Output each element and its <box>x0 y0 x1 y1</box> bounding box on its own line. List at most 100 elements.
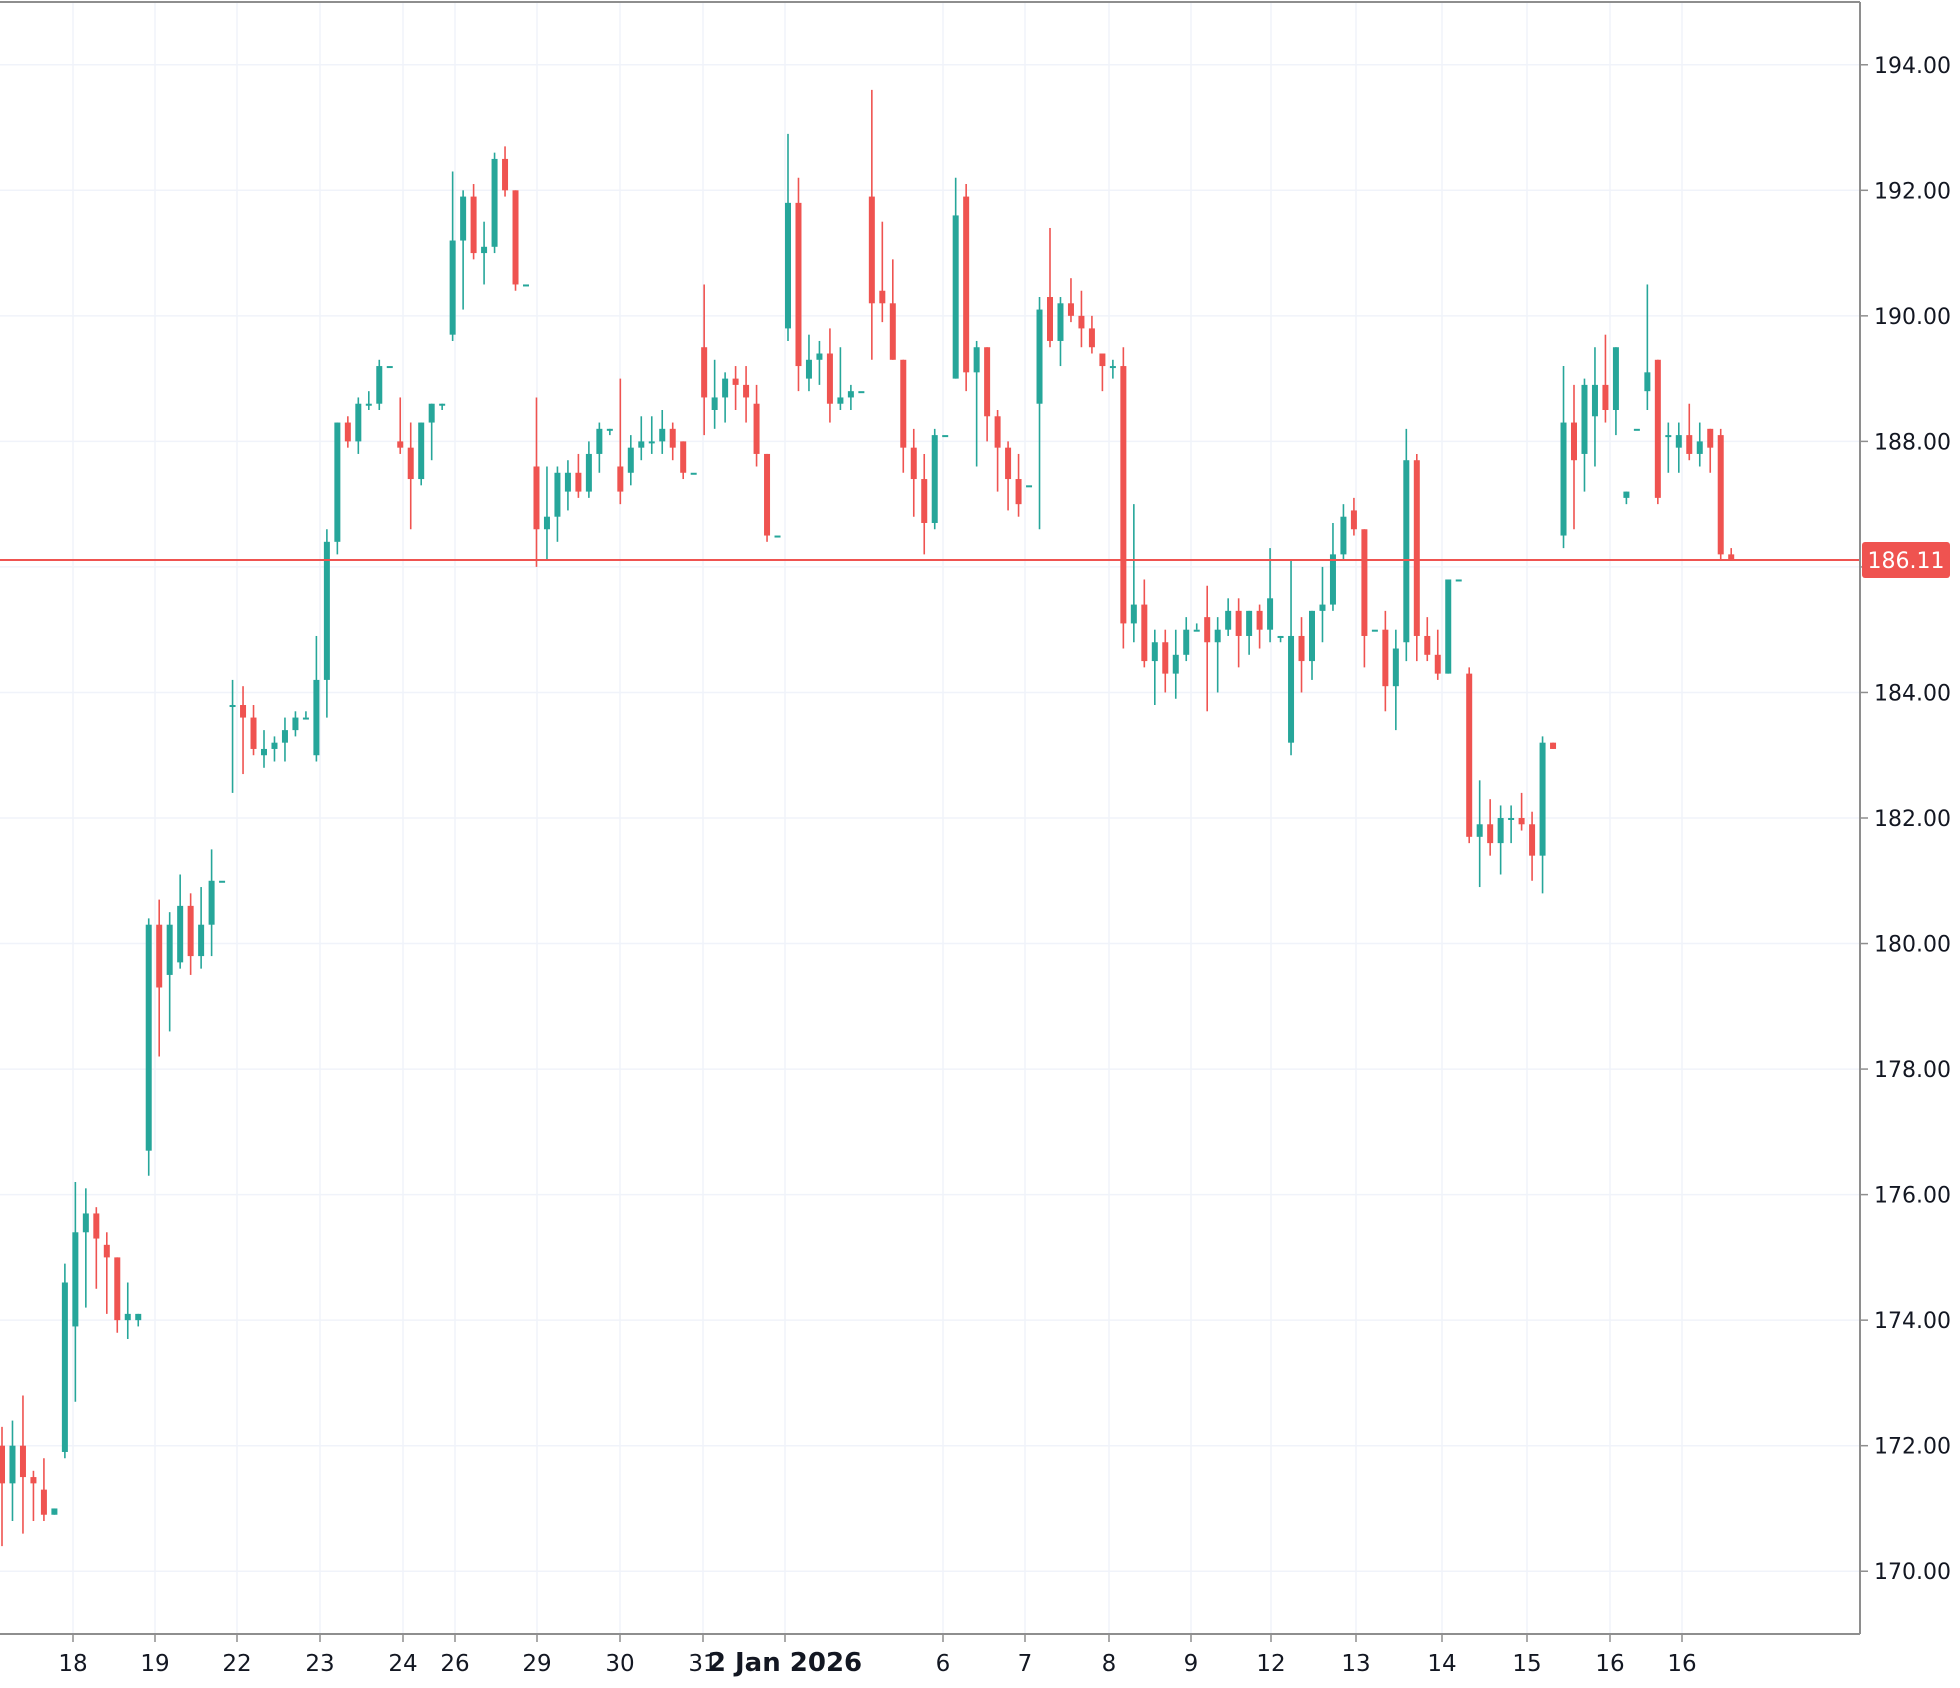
candle-body <box>1141 604 1148 662</box>
candle <box>1288 560 1295 756</box>
candle-body <box>1413 460 1420 636</box>
candle-body <box>1371 629 1378 632</box>
candle <box>669 422 676 461</box>
candle-body <box>281 730 288 743</box>
candle <box>292 711 299 737</box>
candle-body <box>1130 604 1137 624</box>
candle-body <box>1361 529 1368 636</box>
candle <box>313 635 320 762</box>
candle <box>753 384 760 467</box>
candle-body <box>51 1508 58 1515</box>
candle <box>680 441 687 480</box>
axes <box>0 1 1868 1642</box>
candle <box>826 328 833 423</box>
candle <box>1696 422 1703 467</box>
candle-body <box>460 196 467 241</box>
candle-body <box>837 397 844 404</box>
candle <box>1623 491 1630 505</box>
candle <box>1434 629 1441 680</box>
candle <box>344 416 351 448</box>
candle <box>82 1188 89 1308</box>
x-tick-label: 16 <box>1595 1651 1624 1677</box>
candle-body <box>1518 818 1525 825</box>
x-tick-label: 19 <box>140 1651 169 1677</box>
y-tick-label: 192.00 <box>1874 179 1951 204</box>
candle <box>1644 284 1651 410</box>
candle-body <box>1047 297 1053 341</box>
candle-body <box>250 717 257 749</box>
candle <box>963 184 970 392</box>
candle-body <box>564 472 571 492</box>
candle <box>1130 504 1137 643</box>
candle <box>774 535 781 538</box>
candle-body <box>732 378 739 385</box>
candle <box>1560 366 1567 549</box>
candle-body <box>1633 428 1640 431</box>
candle-body <box>1696 441 1703 454</box>
candle-body <box>900 359 907 448</box>
candle <box>1246 610 1253 655</box>
candle-body <box>1539 742 1546 856</box>
candle <box>1392 629 1399 731</box>
candle-body <box>198 924 205 957</box>
candle <box>491 152 498 254</box>
candle-body <box>1183 629 1190 655</box>
candle <box>145 918 152 1176</box>
x-tick-label: 24 <box>388 1651 417 1677</box>
candle-body <box>1057 303 1064 341</box>
candle-body <box>1424 635 1431 655</box>
candle-body <box>156 924 163 988</box>
candle-body <box>72 1232 79 1327</box>
candle-body <box>816 353 823 360</box>
candle <box>428 403 435 461</box>
candle-body <box>952 215 959 379</box>
x-tick-label: 23 <box>305 1651 334 1677</box>
candle <box>722 372 729 423</box>
y-tick-label: 178.00 <box>1874 1058 1951 1083</box>
candle-body <box>82 1213 89 1233</box>
candle-body <box>229 705 236 708</box>
candle <box>1078 290 1085 348</box>
candle <box>9 1420 16 1522</box>
candle-body <box>1717 435 1724 555</box>
y-tick-label: 182.00 <box>1874 807 1951 832</box>
candle <box>1214 617 1221 693</box>
candle-body <box>1288 635 1295 743</box>
candle <box>208 849 215 957</box>
candle-body <box>1109 366 1116 369</box>
candle <box>51 1508 58 1515</box>
candle <box>1654 359 1661 505</box>
candle <box>323 529 330 718</box>
candle <box>114 1257 121 1333</box>
candle-body <box>1329 554 1336 605</box>
candle <box>1109 359 1116 379</box>
candle-body <box>575 472 582 492</box>
candle <box>564 460 571 511</box>
candle-body <box>774 535 781 538</box>
candle <box>543 466 550 561</box>
candle-body <box>1298 635 1305 662</box>
candle-body <box>1319 604 1326 611</box>
candle <box>334 422 341 555</box>
candle <box>858 391 865 394</box>
candle-body <box>648 441 655 444</box>
candle-body <box>711 397 718 410</box>
candle-body <box>1665 435 1672 438</box>
candle-body <box>795 202 802 367</box>
candle <box>407 422 414 530</box>
candle <box>1256 604 1263 649</box>
candle <box>575 453 582 498</box>
candle-body <box>1099 353 1106 367</box>
candle-body <box>1508 818 1515 820</box>
candle-body <box>313 679 320 756</box>
candle-body <box>334 422 341 542</box>
candle-body <box>103 1244 110 1258</box>
candle <box>1487 799 1494 856</box>
candle <box>250 705 257 756</box>
last-price-label: 186.11 <box>1868 549 1945 574</box>
x-tick-label: 31 <box>688 1651 717 1677</box>
candle <box>638 416 645 461</box>
candle-body <box>386 366 393 369</box>
